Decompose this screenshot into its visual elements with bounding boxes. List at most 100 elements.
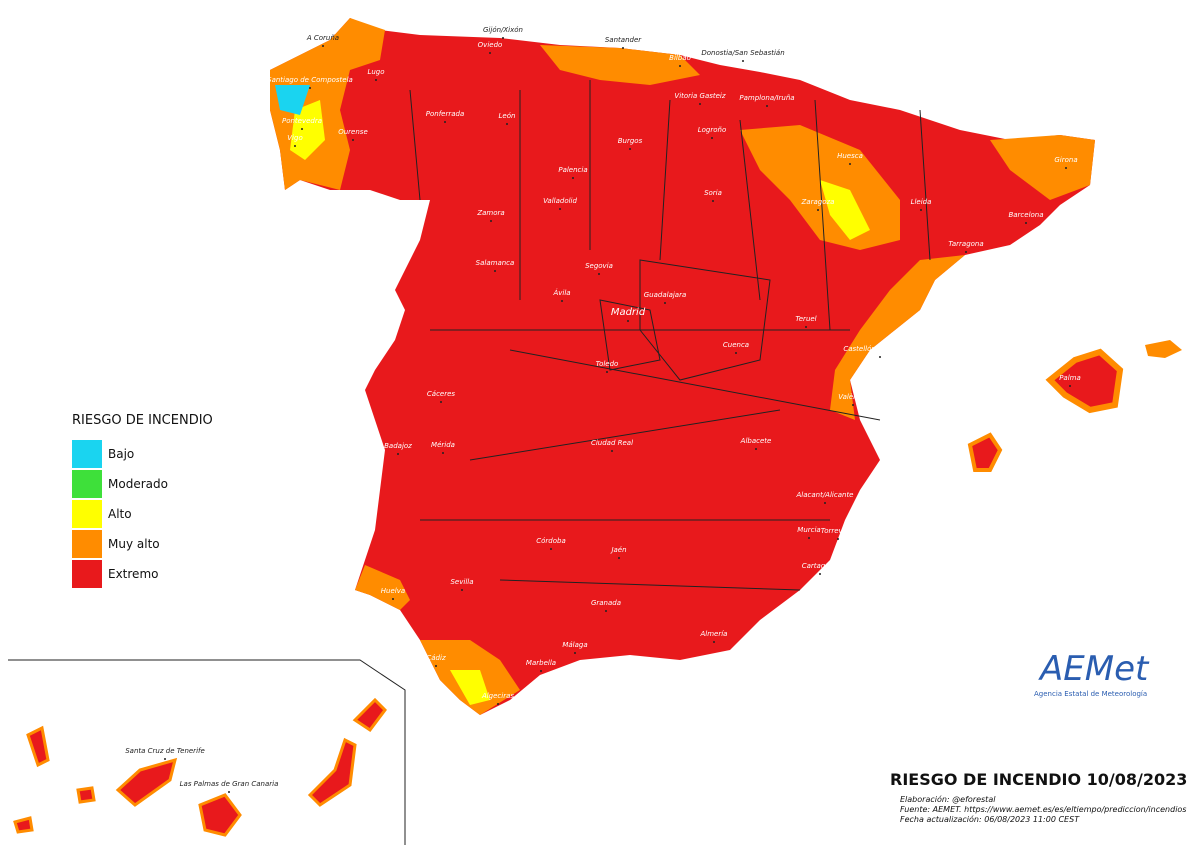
city-dot bbox=[735, 352, 737, 354]
legend-swatch bbox=[72, 530, 102, 558]
city-label: Albacete bbox=[740, 437, 772, 445]
tenerife bbox=[115, 757, 178, 807]
city-label: Almería bbox=[700, 630, 728, 638]
city-dot bbox=[742, 60, 744, 62]
city-label: Badajoz bbox=[384, 442, 412, 450]
gran-canaria bbox=[198, 793, 242, 837]
city-dot bbox=[322, 45, 324, 47]
city-label: Cartagena bbox=[802, 562, 839, 570]
city-dot bbox=[228, 791, 230, 793]
city-dot bbox=[755, 448, 757, 450]
city-dot bbox=[852, 404, 854, 406]
city-dot bbox=[392, 598, 394, 600]
city-label: Burgos bbox=[618, 137, 643, 145]
city-labels: A Coruña Gijón/Xixón Oviedo Santander Bilbao… bbox=[125, 26, 1081, 793]
city-label: Santiago de Compostela bbox=[267, 76, 353, 84]
city-dot bbox=[711, 137, 713, 139]
legend: Bajo Moderado Alto Muy alto Extremo bbox=[72, 440, 168, 588]
map-title: RIESGO DE INCENDIO 10/08/2023 bbox=[890, 770, 1187, 789]
mainland-extremo bbox=[270, 18, 1095, 715]
credit-line: Fecha actualización: 06/08/2023 11:00 CE… bbox=[900, 814, 1080, 824]
city-label: Lleida bbox=[911, 198, 932, 206]
catalonia-zone bbox=[990, 135, 1095, 200]
city-label: Lugo bbox=[367, 68, 384, 76]
city-dot bbox=[1069, 385, 1071, 387]
huelva-zone bbox=[355, 565, 410, 610]
city-label: Castellón de la Plana bbox=[843, 345, 916, 353]
city-dot bbox=[837, 538, 839, 540]
city-label: Segovia bbox=[585, 262, 613, 270]
city-dot bbox=[664, 302, 666, 304]
city-dot bbox=[352, 139, 354, 141]
city-label: Valladolid bbox=[543, 197, 577, 205]
city-dot bbox=[817, 209, 819, 211]
city-label: Salamanca bbox=[476, 259, 515, 267]
city-label: Málaga bbox=[562, 641, 587, 649]
city-dot bbox=[294, 145, 296, 147]
city-dot bbox=[561, 300, 563, 302]
city-label: Jaén bbox=[609, 546, 626, 554]
la-gomera bbox=[76, 786, 96, 804]
city-label: Ponferrada bbox=[426, 110, 465, 118]
city-dot bbox=[618, 557, 620, 559]
credit-line: Fuente: AEMET. https://www.aemet.es/es/e… bbox=[900, 805, 1186, 814]
city-dot bbox=[629, 148, 631, 150]
city-dot bbox=[502, 37, 504, 39]
city-dot bbox=[375, 79, 377, 81]
legend-title: RIESGO DE INCENDIO bbox=[72, 413, 213, 428]
city-label: Zamora bbox=[476, 209, 504, 217]
logo-name: AEMet bbox=[1038, 649, 1150, 689]
city-label: Tarragona bbox=[948, 240, 983, 248]
city-label: Logroño bbox=[698, 126, 727, 134]
city-dot bbox=[819, 573, 821, 575]
city-dot bbox=[805, 326, 807, 328]
galicia-bajo bbox=[275, 85, 310, 115]
city-label: Pamplona/Iruña bbox=[739, 94, 794, 102]
city-dot bbox=[435, 665, 437, 667]
city-dot bbox=[550, 548, 552, 550]
legend-swatch bbox=[72, 560, 102, 588]
ebro-alto bbox=[820, 180, 870, 240]
la-palma bbox=[26, 725, 50, 768]
city-label: Huelva bbox=[381, 587, 405, 595]
city-dot bbox=[559, 208, 561, 210]
lanzarote bbox=[352, 697, 387, 733]
city-label: Oviedo bbox=[478, 41, 503, 49]
city-label: Cuenca bbox=[723, 341, 749, 349]
city-label: Ciudad Real bbox=[591, 439, 633, 447]
city-dot bbox=[611, 450, 613, 452]
menorca bbox=[1145, 340, 1182, 358]
city-label: Soria bbox=[704, 189, 722, 197]
city-dot bbox=[606, 371, 608, 373]
alto-zones bbox=[290, 100, 870, 705]
city-label: Alacant/Alicante bbox=[795, 491, 853, 499]
legend-swatch bbox=[72, 500, 102, 528]
legend-label: Muy alto bbox=[108, 537, 160, 551]
city-dot bbox=[490, 220, 492, 222]
city-dot bbox=[713, 641, 715, 643]
city-label: Las Palmas de Gran Canaria bbox=[180, 780, 279, 788]
city-label: Madrid bbox=[611, 307, 646, 318]
city-label: Bilbao bbox=[669, 54, 691, 62]
legend-label: Alto bbox=[108, 507, 132, 521]
city-label: Cáceres bbox=[427, 390, 456, 398]
city-label: Algeciras bbox=[481, 692, 514, 700]
city-dot bbox=[699, 103, 701, 105]
city-dot bbox=[808, 537, 810, 539]
city-dot bbox=[164, 758, 166, 760]
legend-label: Moderado bbox=[108, 477, 168, 491]
city-dot bbox=[1065, 167, 1067, 169]
city-label: Vitoria Gasteiz bbox=[674, 92, 725, 100]
city-label: Mérida bbox=[431, 441, 455, 449]
city-dot bbox=[824, 502, 826, 504]
city-dot bbox=[442, 452, 444, 454]
inset-border bbox=[8, 659, 406, 845]
city-label: Girona bbox=[1054, 156, 1077, 164]
legend-label: Bajo bbox=[108, 447, 134, 461]
city-label: València bbox=[838, 393, 867, 401]
city-label: Barcelona bbox=[1008, 211, 1043, 219]
city-label: Murcia bbox=[797, 526, 820, 534]
city-label: Ourense bbox=[338, 128, 368, 136]
